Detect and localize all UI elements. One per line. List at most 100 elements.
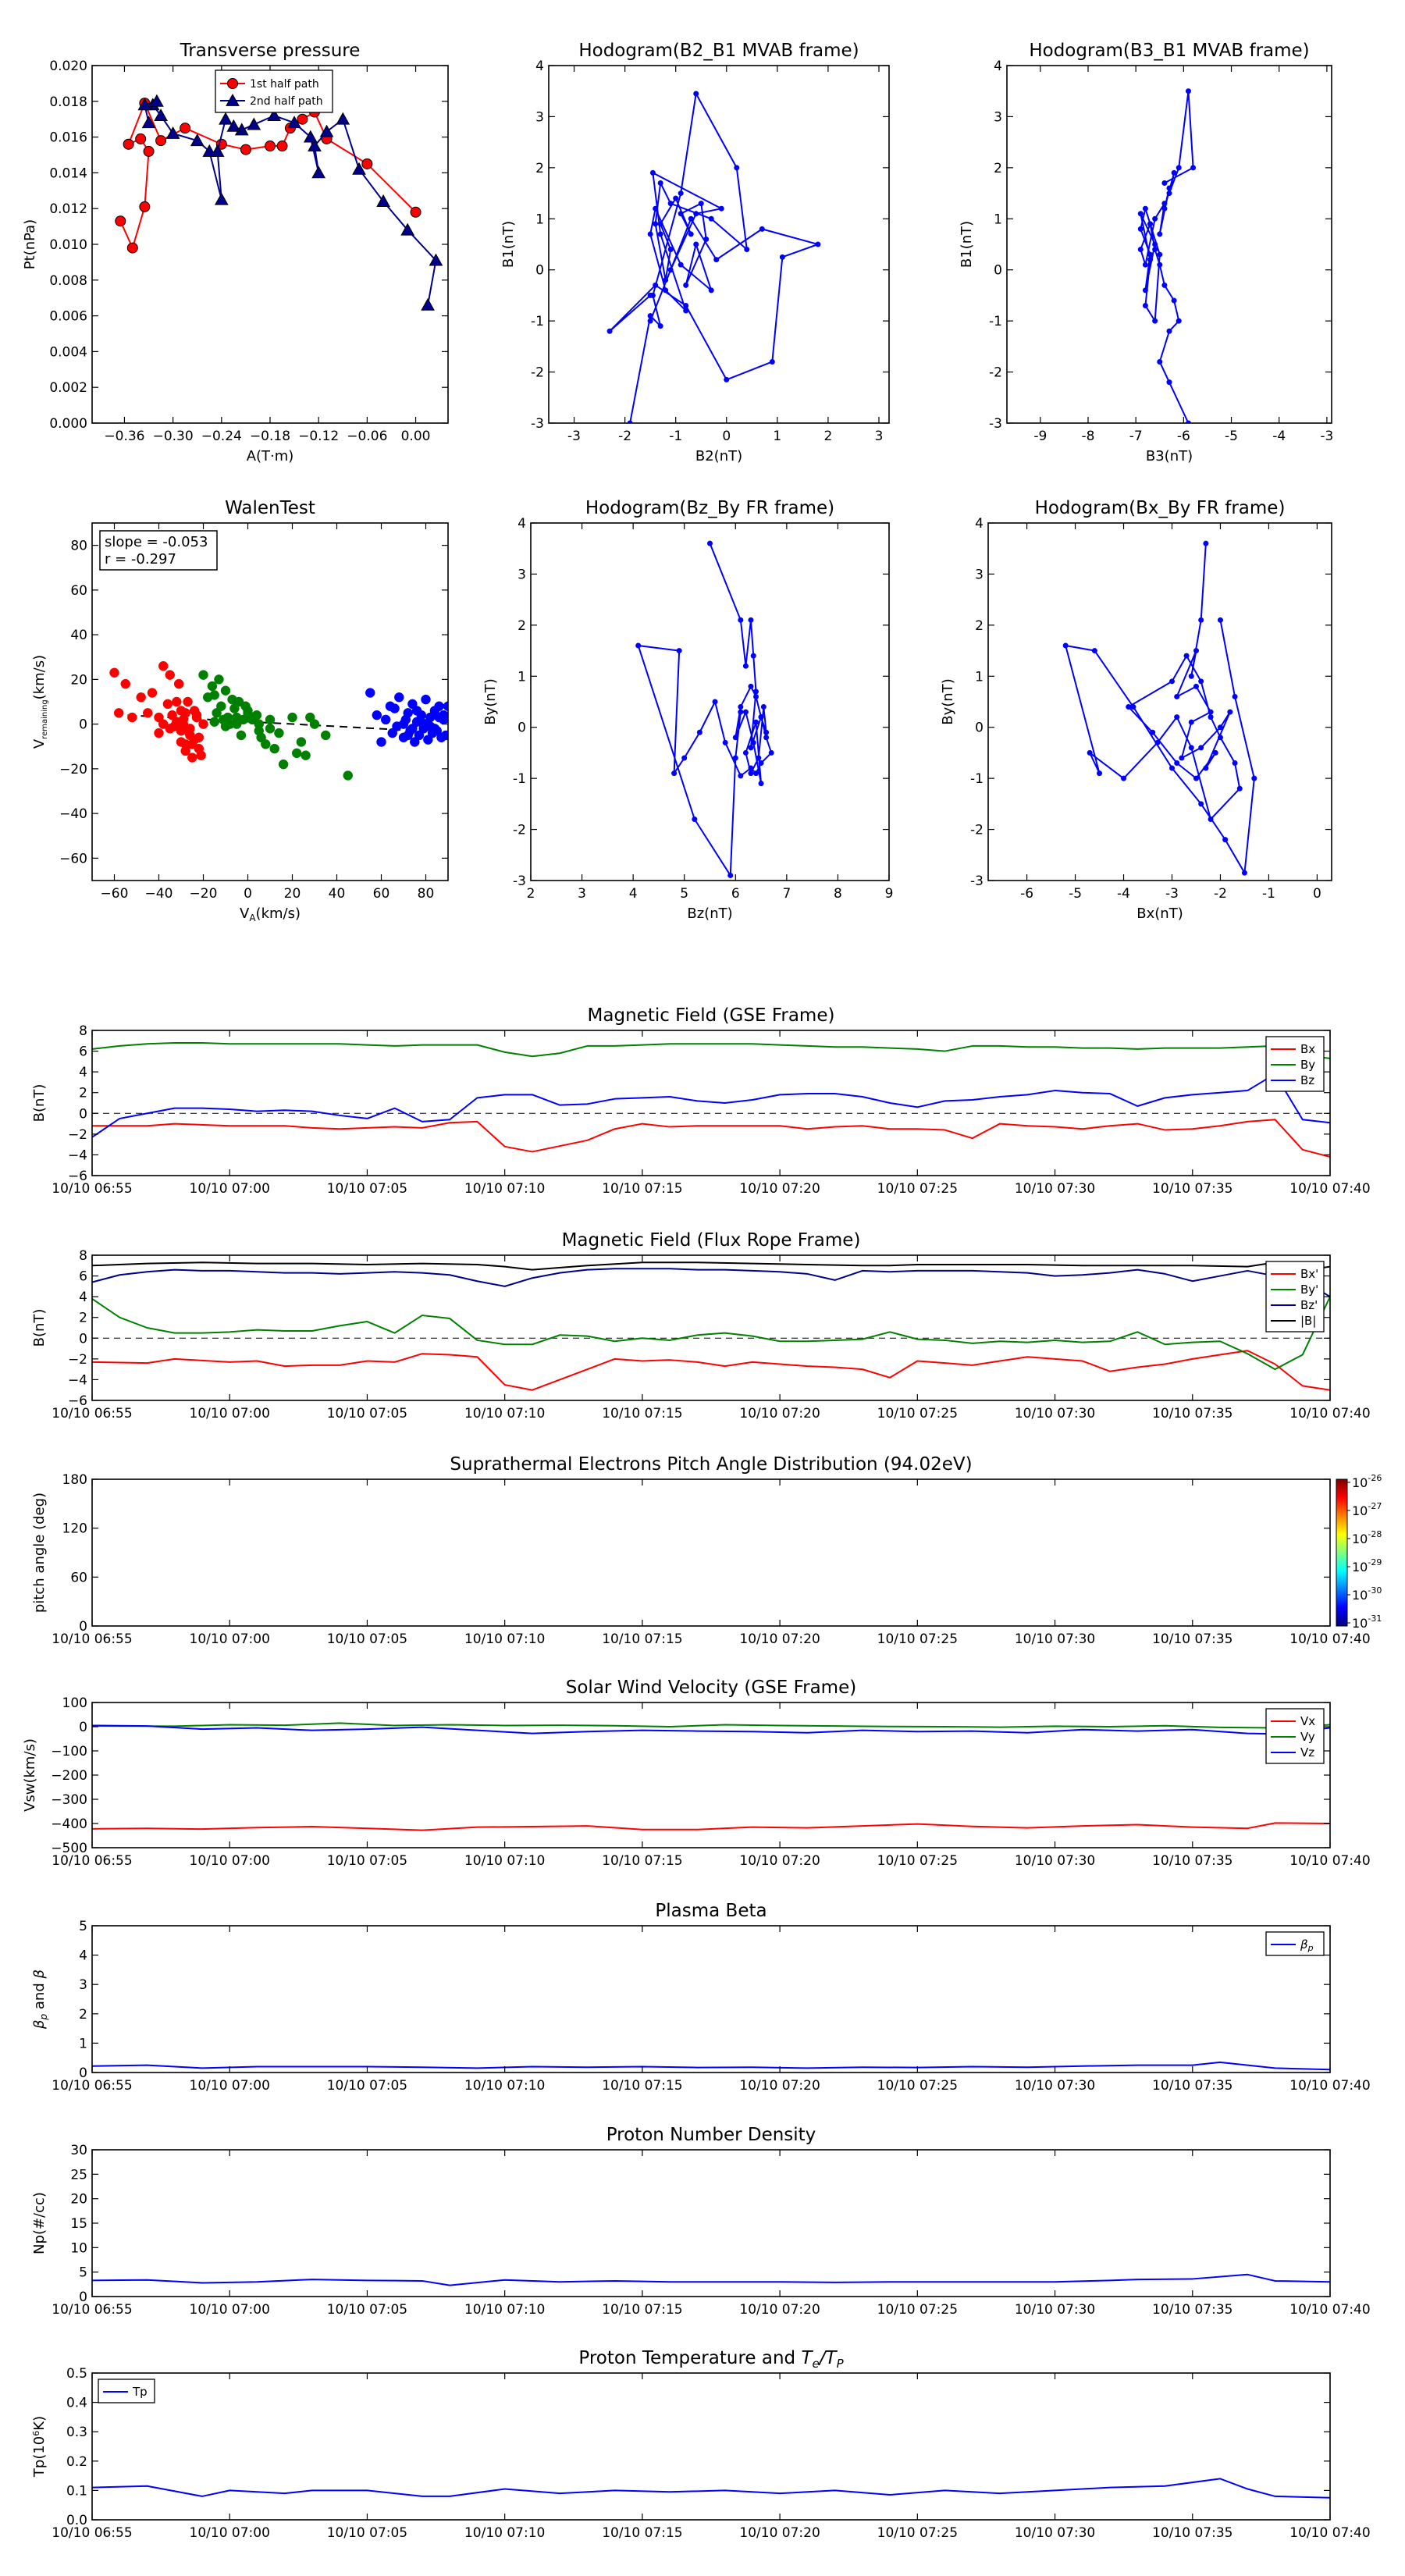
data-point bbox=[1193, 683, 1199, 689]
data-point bbox=[443, 701, 448, 711]
data-point bbox=[309, 719, 320, 729]
legend-item: Bz bbox=[1271, 1073, 1314, 1087]
legend-item: Vz bbox=[1271, 1745, 1314, 1759]
y-tick-label: -1 bbox=[989, 314, 1002, 329]
data-point bbox=[176, 706, 187, 716]
data-point bbox=[1142, 287, 1148, 294]
data-point bbox=[278, 759, 289, 770]
x-tick-label: -3 bbox=[567, 429, 581, 444]
y-axis-label: βp and β bbox=[31, 1969, 49, 2030]
x-tick-label: 10/10 07:10 bbox=[464, 1406, 545, 1421]
data-point bbox=[220, 721, 231, 731]
legend-item: By' bbox=[1271, 1283, 1318, 1297]
y-tick-label: 5 bbox=[79, 2265, 87, 2281]
y-tick-label: 4 bbox=[994, 59, 1002, 74]
legend-item: Bx' bbox=[1271, 1267, 1318, 1281]
data-point bbox=[1147, 257, 1154, 263]
x-tick-label: 2 bbox=[823, 429, 832, 444]
chart-title: WalenTest bbox=[225, 498, 315, 518]
y-tick-label: 0 bbox=[535, 263, 544, 279]
y-tick-label: −2 bbox=[68, 1127, 87, 1143]
data-point bbox=[1183, 653, 1190, 659]
y-tick-label: 0.002 bbox=[49, 380, 87, 396]
data-point bbox=[1166, 190, 1172, 197]
y-tick-label: 0.0 bbox=[66, 2513, 87, 2528]
data-point bbox=[158, 660, 169, 671]
colorbar-label: 10-31 bbox=[1352, 1614, 1382, 1631]
data-point bbox=[180, 123, 191, 134]
data-point bbox=[232, 719, 242, 729]
series-2 bbox=[365, 688, 448, 747]
y-axis-label: Np(#/cc) bbox=[31, 2192, 48, 2254]
data-point bbox=[1137, 247, 1144, 253]
x-tick-label: 9 bbox=[885, 886, 894, 902]
data-point bbox=[753, 688, 759, 695]
data-point bbox=[671, 770, 678, 777]
data-point bbox=[214, 192, 229, 205]
series-0 bbox=[635, 540, 774, 878]
data-point bbox=[398, 719, 409, 729]
x-tick-label: 1 bbox=[773, 429, 781, 444]
series-bx- bbox=[92, 1350, 1330, 1391]
legend-item: Tp bbox=[103, 2385, 148, 2399]
data-point bbox=[647, 231, 653, 237]
legend-label: Bx' bbox=[1300, 1267, 1318, 1281]
y-tick-label: 20 bbox=[70, 2192, 87, 2208]
data-point bbox=[1152, 318, 1158, 324]
x-tick-label: 10/10 07:35 bbox=[1152, 2302, 1232, 2318]
data-point bbox=[673, 195, 679, 201]
series-line bbox=[92, 1261, 1330, 1272]
y-tick-label: 8 bbox=[79, 1248, 87, 1264]
y-tick-label: 40 bbox=[70, 628, 87, 643]
data-point bbox=[758, 781, 764, 787]
data-point bbox=[649, 169, 656, 176]
data-point bbox=[627, 420, 633, 423]
data-point bbox=[647, 313, 653, 319]
data-point bbox=[1208, 709, 1214, 715]
y-tick-label: -2 bbox=[531, 365, 544, 381]
data-point bbox=[1203, 540, 1209, 546]
data-point bbox=[135, 133, 147, 144]
data-point bbox=[718, 205, 724, 212]
data-point bbox=[141, 116, 156, 129]
y-tick-label: −300 bbox=[51, 1792, 87, 1808]
x-tick-label: −40 bbox=[145, 886, 173, 902]
x-tick-label: 0 bbox=[722, 429, 731, 444]
data-point bbox=[769, 358, 775, 365]
series-line bbox=[92, 1119, 1330, 1158]
data-point bbox=[380, 714, 391, 725]
y-tick-label: -1 bbox=[513, 771, 526, 787]
data-point bbox=[1212, 749, 1218, 756]
data-point bbox=[734, 165, 740, 171]
chart-h21: Hodogram(B2_B1 MVAB frame) -3 -2 -1 0 1 2 3 4 -3 -… bbox=[500, 41, 890, 464]
data-point bbox=[1154, 739, 1161, 745]
x-tick-label: 10/10 07:20 bbox=[739, 1853, 820, 1869]
x-tick-label: 3 bbox=[578, 886, 586, 902]
x-tick-label: -1 bbox=[1262, 886, 1275, 902]
data-point bbox=[251, 710, 262, 720]
plot-frame bbox=[530, 522, 890, 881]
data-point bbox=[693, 91, 699, 97]
y-tick-label: 0 bbox=[79, 1106, 87, 1122]
colorbar-label: 10-28 bbox=[1352, 1529, 1382, 1546]
y-tick-label: 4 bbox=[79, 1948, 87, 1964]
y-tick-label: −6 bbox=[68, 1393, 87, 1409]
data-point bbox=[653, 205, 659, 212]
x-tick-label: 10/10 07:35 bbox=[1152, 2525, 1232, 2541]
y-tick-label: −400 bbox=[51, 1816, 87, 1832]
y-tick-label: 2 bbox=[535, 161, 544, 176]
data-point bbox=[274, 728, 284, 738]
x-tick-label: 10/10 07:00 bbox=[190, 1406, 270, 1421]
y-tick-label: 10 bbox=[70, 2240, 87, 2256]
x-tick-label: 60 bbox=[373, 886, 390, 902]
x-tick-label: -2 bbox=[618, 429, 631, 444]
x-tick-label: -6 bbox=[1020, 886, 1033, 902]
y-tick-label: 6 bbox=[79, 1044, 87, 1060]
y-tick-label: 4 bbox=[79, 1065, 87, 1080]
data-point bbox=[1208, 816, 1214, 822]
series-line bbox=[637, 543, 773, 877]
chart-title: Hodogram(B3_B1 MVAB frame) bbox=[1029, 41, 1309, 61]
series-line bbox=[119, 102, 417, 249]
data-point bbox=[732, 755, 738, 761]
data-point bbox=[703, 236, 710, 242]
